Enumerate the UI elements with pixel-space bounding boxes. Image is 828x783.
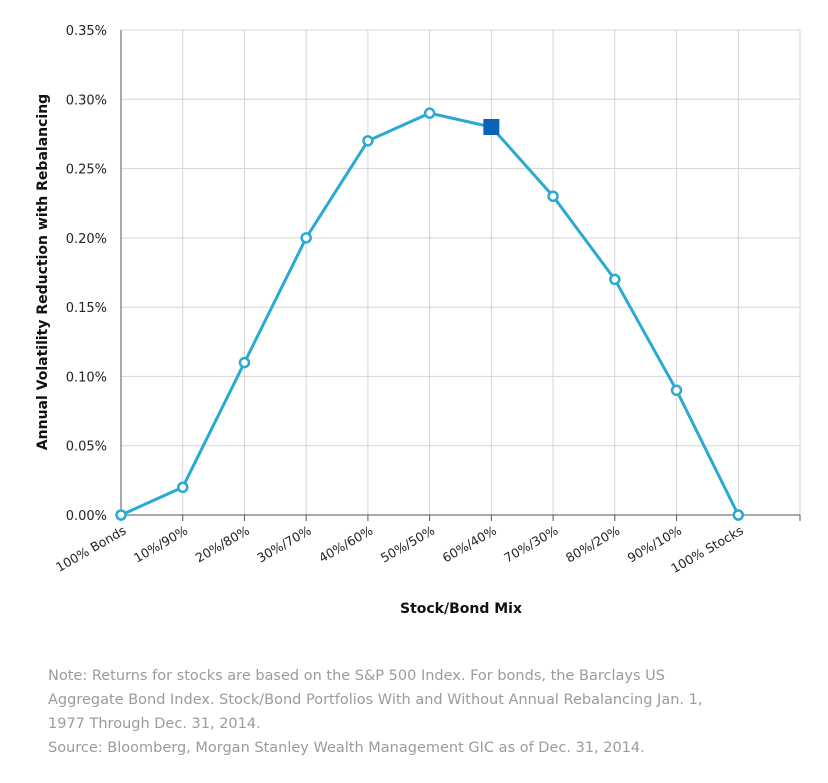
x-tick-label: 30%/70% — [254, 523, 313, 566]
data-point — [423, 107, 436, 119]
line-chart: 0.00% 0.05% 0.10% 0.15% 0.20% 0.25% 0.30% 0.35%… — [35, 24, 801, 617]
series — [115, 107, 745, 521]
y-tick-label: 0.05% — [66, 440, 107, 455]
source-line: Source: Bloomberg, Morgan Stanley Wealth… — [48, 740, 645, 756]
data-point — [670, 384, 683, 397]
highlight-marker — [483, 119, 500, 135]
x-tick-label: 50%/50% — [378, 523, 437, 566]
x-tick-label: 60%/40% — [440, 523, 499, 566]
y-tick-label: 0.20% — [66, 232, 107, 247]
x-tick-label: 70%/30% — [501, 523, 560, 566]
data-point — [176, 481, 189, 494]
x-tick-label: 10%/90% — [131, 523, 190, 566]
y-tick-label: 0.30% — [66, 93, 107, 108]
x-tick-label: 20%/80% — [193, 523, 252, 566]
note-line: Note: Returns for stocks are based on th… — [48, 668, 665, 684]
y-axis-title: Annual Volatility Reduction with Rebalan… — [35, 94, 51, 450]
grid — [121, 29, 801, 515]
y-tick-label: 0.25% — [66, 163, 107, 178]
data-point — [547, 190, 559, 203]
data-point — [732, 509, 745, 521]
y-tick-label: 0.10% — [66, 370, 107, 385]
x-axis-title: Stock/Bond Mix — [400, 601, 522, 617]
data-point — [115, 509, 127, 521]
x-tick-label: 40%/60% — [316, 523, 375, 566]
data-point — [609, 273, 621, 286]
x-tick-label: 100% Bonds — [53, 523, 128, 575]
data-point — [300, 232, 312, 244]
x-tick-label: 80%/20% — [563, 523, 622, 566]
axes — [120, 30, 801, 521]
y-tick-label: 0.15% — [66, 301, 107, 316]
x-tick-labels: 100% Bonds 10%/90% 20%/80% 30%/70% 40%/60% 50… — [53, 523, 746, 576]
y-tick-labels: 0.00% 0.05% 0.10% 0.15% 0.20% 0.25% 0.30% 0.35% — [66, 24, 107, 524]
note-line: 1977 Through Dec. 31, 2014. — [48, 716, 261, 732]
data-point — [238, 356, 251, 369]
note-line: Aggregate Bond Index. Stock/Bond Portfol… — [48, 692, 703, 708]
chart-notes: Note: Returns for stocks are based on th… — [48, 664, 808, 760]
data-point — [362, 135, 374, 147]
y-tick-label: 0.00% — [66, 509, 107, 524]
y-tick-label: 0.35% — [66, 24, 107, 39]
